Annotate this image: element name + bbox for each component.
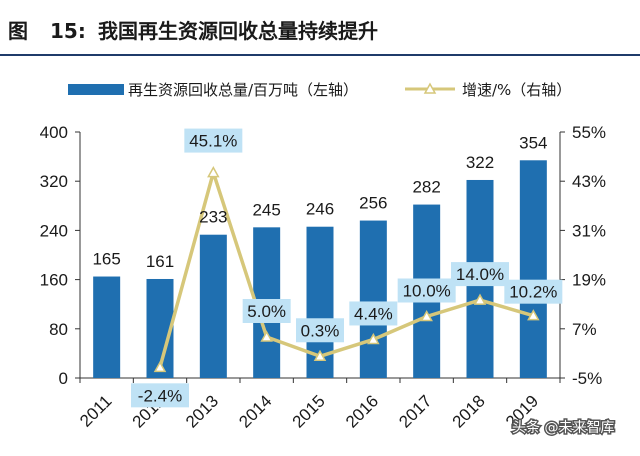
line-marker [367,332,380,345]
bar-value-label: 161 [146,252,174,271]
x-tick-label: 2017 [395,391,435,431]
x-tick-label: 2015 [289,391,329,431]
growth-label-box [397,278,456,303]
bar [519,160,547,378]
y-right-tick-label: 19% [572,271,606,290]
growth-label-box [131,383,189,408]
growth-line [158,170,534,368]
line-marker [207,166,220,178]
bar-value-label: 165 [92,250,120,269]
title-number: 15: [50,19,86,43]
legend: 再生资源回收总量/百万吨（左轴） 增速/%（右轴） [68,81,571,99]
growth-value-label: 0.3% [301,321,340,340]
line-marker [420,309,433,322]
y-right-tick-label: -5% [572,369,602,388]
y-left-tick-label: 240 [40,221,68,240]
y-left-tick-label: 320 [40,172,68,191]
line-marker [313,349,327,362]
bar-value-label: 246 [306,200,334,219]
watermark-text: 头条 @未来智库 [512,419,614,436]
x-tick-label: 2014 [235,391,275,431]
figure-title: 图 15: 我国再生资源回收总量持续提升 [8,19,378,43]
growth-label-box [504,279,563,304]
watermark: 头条 @未来智库 [511,418,616,438]
y-left-tick-label: 80 [49,320,68,339]
line-marker [527,309,540,321]
growth-value-label: 14.0% [456,265,504,284]
growth-label-box [349,301,398,326]
bar-value-label: 322 [466,153,494,172]
growth-value-label: 10.2% [509,283,557,302]
x-tick-label: 2018 [449,391,489,431]
y-left-tick-label: 160 [40,271,68,290]
growth-value-label: 5.0% [247,302,286,321]
y-left-tick-label: 0 [59,369,68,388]
bar [199,234,227,378]
growth-value-label: -2.4% [138,386,182,405]
bar-value-label: 354 [519,133,547,152]
legend-line-label: 增速/%（右轴） [462,81,571,99]
growth-value-label: 10.0% [403,282,451,301]
bar-value-label: 256 [359,194,387,213]
growth-value-label: 45.1% [189,132,237,151]
y-right-tick-label: 7% [572,320,597,339]
legend-bar-swatch [68,84,124,95]
x-tick-label: 2011 [76,391,115,430]
y-right-tick-label: 31% [572,221,606,240]
y-right-tick-label: 55% [572,123,606,142]
growth-label-box [184,128,243,153]
x-tick-label: 2016 [342,391,382,431]
bar [359,220,387,378]
y-right-tick-label: 43% [572,172,606,191]
title-text: 我国再生资源回收总量持续提升 [98,19,378,43]
line-marker [473,293,487,305]
growth-label-box [242,299,291,323]
bar-value-label: 233 [199,208,227,227]
legend-bar-label: 再生资源回收总量/百万吨（左轴） [128,81,358,99]
bar-value-label: 282 [412,178,440,197]
growth-label-box [296,318,344,343]
legend-line-marker [423,82,437,94]
bar [93,276,121,378]
bar-value-label: 245 [252,200,280,219]
title-prefix: 图 [8,19,28,43]
line-marker [260,330,273,342]
line-marker [153,360,167,373]
growth-value-label: 4.4% [354,304,393,323]
y-left-tick-label: 400 [40,123,68,142]
growth-label-box [451,262,509,287]
